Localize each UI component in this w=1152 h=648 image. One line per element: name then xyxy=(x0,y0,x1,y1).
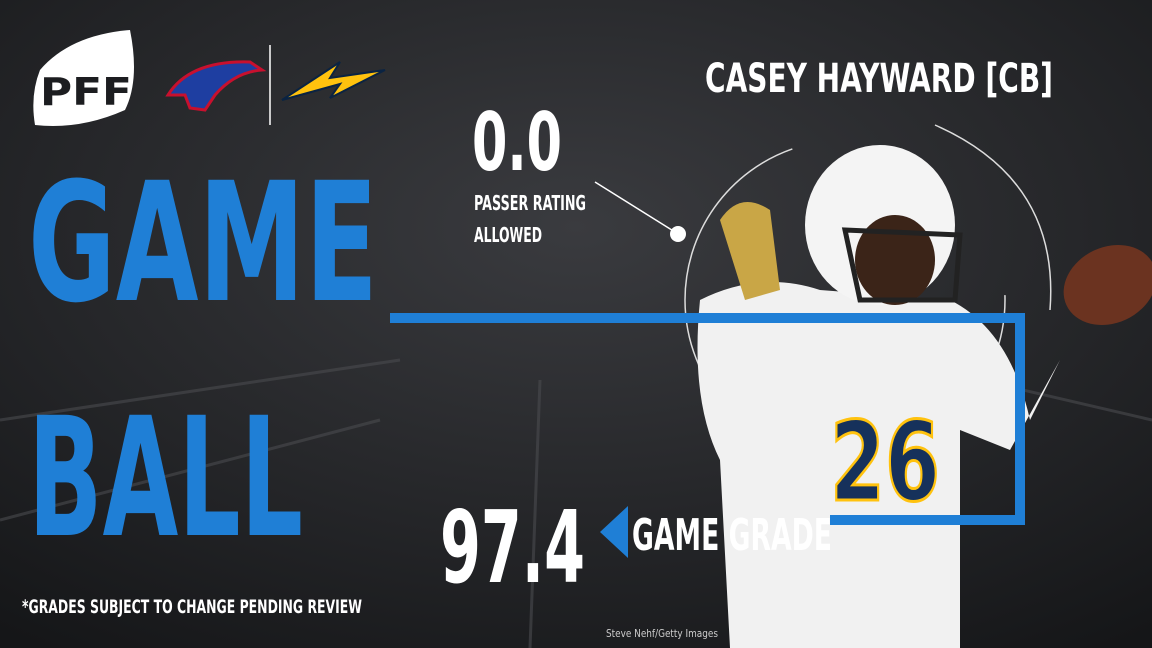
pff-logo-shape xyxy=(33,30,135,126)
footnote: *GRADES SUBJECT TO CHANGE PENDING REVIEW xyxy=(22,596,362,618)
svg-text:26: 26 xyxy=(830,398,940,526)
grade-label: GAME GRADE xyxy=(632,510,832,561)
player-name: CASEY HAYWARD [CB] xyxy=(705,56,1053,102)
headline-line: BALL xyxy=(28,382,303,574)
photo-credit: Steve Nehf/Getty Images xyxy=(606,627,718,640)
ring-arc xyxy=(934,124,1052,311)
stat-value: 0.0 xyxy=(472,96,562,189)
pff-logo-text: PFF xyxy=(40,70,132,114)
grade-value: 97.4 xyxy=(440,489,585,606)
connector-line xyxy=(390,313,1025,525)
stat-label: PASSER RATING xyxy=(474,191,586,215)
arrow xyxy=(600,506,628,558)
pointer-dot xyxy=(670,226,686,242)
chargers-logo xyxy=(281,61,386,101)
player-photo: 26 xyxy=(697,145,1152,648)
pointer-line xyxy=(594,181,676,233)
headline-line: GAME xyxy=(28,147,378,339)
bills-logo xyxy=(165,60,267,112)
stat-label: ALLOWED xyxy=(474,223,542,247)
